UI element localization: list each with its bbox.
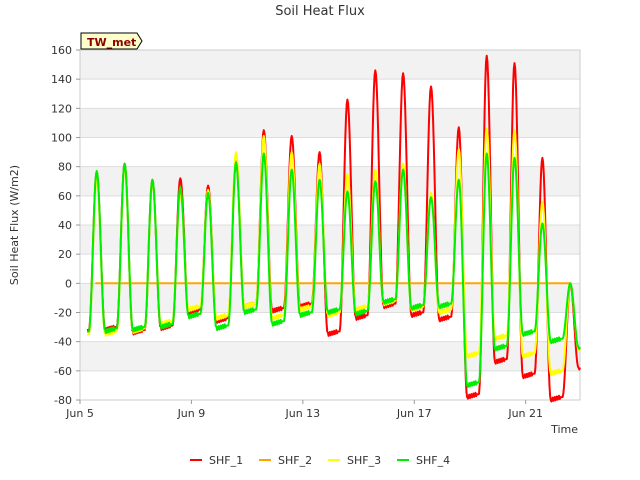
series-lines <box>86 54 581 403</box>
series-line-shf-3 <box>86 127 581 377</box>
annotation-badge-text: TW_met <box>87 36 136 49</box>
legend-label: SHF_4 <box>416 454 450 467</box>
y-tick-label: 120 <box>51 102 72 115</box>
annotation-badge: TW_met <box>80 32 143 50</box>
y-tick-label: 0 <box>65 277 72 290</box>
grid-band <box>80 137 580 167</box>
y-axis-label: Soil Heat Flux (W/m2) <box>8 165 21 285</box>
x-tick-label: Jun 17 <box>396 407 432 420</box>
y-tick-label: 40 <box>58 219 72 232</box>
y-axis-ticks: -80 -60 -40 -20 0 20 40 60 80 100 120 140 160 <box>51 44 80 407</box>
chart-title: Soil Heat Flux <box>275 4 365 19</box>
legend: SHF_1 SHF_2 SHF_3 SHF_4 <box>190 454 450 467</box>
x-tick-label: Jun 13 <box>284 407 320 420</box>
y-tick-label: 140 <box>51 73 72 86</box>
grid-band <box>80 283 580 313</box>
grid-band <box>80 195 580 225</box>
x-tick-label: Jun 21 <box>507 407 543 420</box>
x-axis-label: Time <box>550 423 578 436</box>
x-axis-ticks: Jun 5 Jun 9 Jun 13 Jun 17 Jun 21 <box>65 400 543 420</box>
grid-band <box>80 166 580 196</box>
legend-label: SHF_3 <box>347 454 381 467</box>
y-tick-label: 100 <box>51 132 72 145</box>
grid-band <box>80 254 580 284</box>
x-tick-label: Jun 9 <box>177 407 206 420</box>
y-tick-label: 160 <box>51 44 72 57</box>
grid-band <box>80 225 580 255</box>
x-tick-label: Jun 5 <box>65 407 94 420</box>
series-line-shf-4 <box>86 152 581 388</box>
y-tick-label: -60 <box>54 365 72 378</box>
legend-label: SHF_2 <box>278 454 312 467</box>
grid-band <box>80 370 580 400</box>
y-tick-label: -80 <box>54 394 72 407</box>
grid-band <box>80 79 580 109</box>
grid-band <box>80 50 580 80</box>
y-tick-label: -40 <box>54 336 72 349</box>
legend-label: SHF_1 <box>209 454 243 467</box>
y-tick-label: 20 <box>58 248 72 261</box>
annotation-badge-shape <box>80 32 143 50</box>
grid-band <box>80 108 580 138</box>
y-tick-label: 80 <box>58 161 72 174</box>
y-tick-label: 60 <box>58 190 72 203</box>
y-tick-label: -20 <box>54 307 72 320</box>
